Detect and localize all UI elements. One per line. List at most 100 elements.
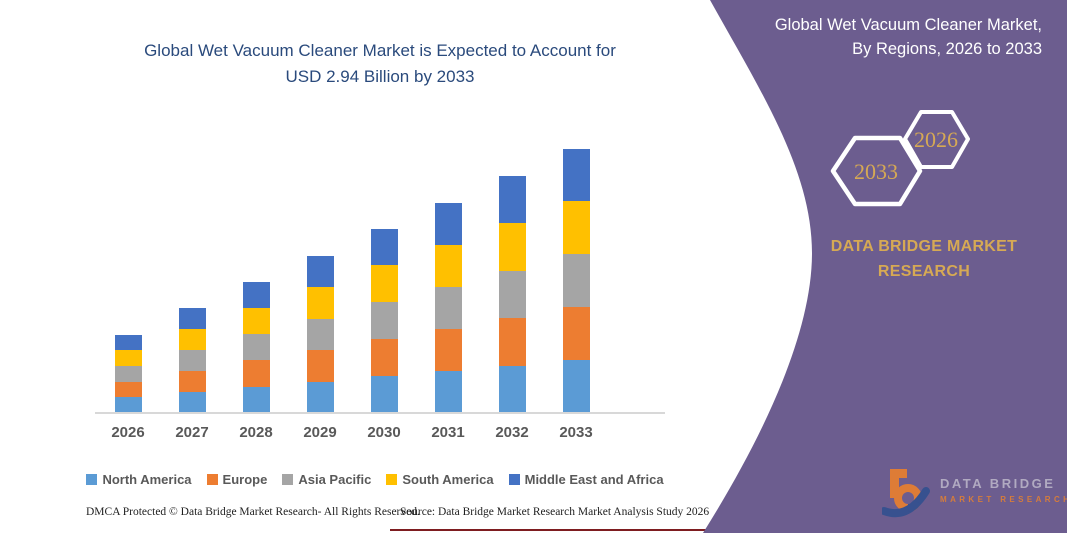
bar-segment	[562, 307, 590, 361]
bar-segment	[114, 397, 142, 413]
bar-segment	[498, 270, 526, 318]
legend-swatch-icon	[508, 474, 520, 485]
footer-divider-line	[390, 529, 707, 531]
stacked-bar-2032	[498, 175, 526, 413]
bar-segment	[370, 302, 398, 340]
legend-label: North America	[102, 472, 192, 487]
hexagon-2033	[830, 135, 923, 207]
legend-item: Asia Pacific	[282, 472, 371, 487]
bar-segment	[306, 350, 334, 382]
x-axis-label-2032: 2032	[495, 424, 529, 441]
legend-item: Middle East and Africa	[508, 472, 664, 487]
bar-segment	[370, 339, 398, 377]
year-hexagons: 2033 2026	[830, 110, 970, 207]
bar-segment	[242, 360, 270, 387]
dbmr-logo-text: DATA BRIDGE MARKET RESEARCH	[940, 476, 1067, 504]
source-note: Source: Data Bridge Market Research Mark…	[400, 506, 710, 518]
bar-segment	[562, 360, 590, 413]
bar-segment	[370, 376, 398, 413]
x-axis-label-2028: 2028	[239, 424, 273, 441]
stacked-bar-2031	[434, 202, 462, 413]
bar-segment	[114, 350, 142, 366]
x-axis-line	[95, 412, 665, 414]
bar-segment	[434, 244, 462, 287]
panel-title-line2: By Regions, 2026 to 2033	[852, 40, 1042, 58]
bar-segment	[498, 365, 526, 413]
x-axis-label-2033: 2033	[559, 424, 593, 441]
hexagon-2033-label: 2033	[854, 159, 898, 184]
dmca-notice: DMCA Protected © Data Bridge Market Rese…	[86, 506, 420, 518]
bar-segment	[114, 334, 142, 351]
bar-segment	[498, 223, 526, 271]
x-axis-label-2031: 2031	[431, 424, 465, 441]
legend-swatch-icon	[86, 474, 98, 485]
bar-segment	[178, 349, 206, 371]
bar-segment	[242, 281, 270, 308]
stacked-bar-2033	[562, 148, 590, 413]
stacked-bar-2027	[178, 307, 206, 413]
chart-legend: North America Europe Asia Pacific South Ame…	[80, 472, 670, 487]
bar-slot-2029	[288, 255, 352, 413]
bar-segment	[434, 328, 462, 371]
legend-swatch-icon	[282, 474, 294, 485]
hexagon-2026-label: 2026	[914, 127, 958, 152]
bar-slot-2032	[480, 175, 544, 413]
bar-slot-2026	[96, 334, 160, 413]
stacked-bar-plot	[96, 0, 608, 413]
dbmr-logo-icon	[882, 469, 930, 518]
bar-slot-2028	[224, 281, 288, 413]
bar-slot-2027	[160, 307, 224, 413]
bar-segment	[178, 328, 206, 350]
bar-slot-2030	[352, 228, 416, 413]
logo-secondary-text: MARKET RESEARCH	[940, 495, 1067, 504]
legend-item: North America	[86, 472, 192, 487]
bar-segment	[562, 254, 590, 308]
dbmr-logo: DATA BRIDGE MARKET RESEARCH	[882, 464, 1067, 522]
panel-title-line1: Global Wet Vacuum Cleaner Market,	[774, 16, 1042, 34]
legend-item: Europe	[206, 472, 268, 487]
bar-segment	[242, 307, 270, 335]
bar-segment	[242, 334, 270, 361]
bar-slot-2031	[416, 202, 480, 413]
bar-segment	[178, 391, 206, 413]
bar-segment	[306, 318, 334, 350]
bar-segment	[306, 381, 334, 413]
legend-label: Asia Pacific	[298, 472, 372, 487]
bar-segment	[242, 386, 270, 413]
bar-segment	[114, 365, 142, 382]
legend-label: South America	[402, 472, 494, 487]
legend-swatch-icon	[386, 474, 398, 485]
bar-segment	[114, 381, 142, 398]
stacked-bar-2029	[306, 255, 334, 413]
legend-item: South America	[386, 472, 494, 487]
bar-slot-2033	[544, 148, 608, 413]
stacked-bar-2030	[370, 228, 398, 413]
bar-segment	[498, 175, 526, 223]
x-axis-label-2030: 2030	[367, 424, 401, 441]
x-axis-label-2029: 2029	[303, 424, 337, 441]
legend-swatch-icon	[206, 474, 218, 485]
bar-segment	[562, 148, 590, 202]
hexagon-2026	[903, 110, 970, 169]
bar-segment	[178, 307, 206, 329]
stacked-bar-2028	[242, 281, 270, 413]
bar-segment	[434, 286, 462, 329]
logo-primary-text: DATA BRIDGE	[940, 476, 1056, 491]
panel-title: Global Wet Vacuum Cleaner Market, By Reg…	[712, 13, 1042, 61]
x-axis-labels: 2026 2027 2028 2029 2030 2031 2032 2033	[96, 424, 608, 441]
brand-wordmark: DATA BRIDGE MARKET RESEARCH	[830, 238, 1018, 280]
bar-segment	[306, 255, 334, 287]
bar-segment	[562, 201, 590, 255]
bar-segment	[306, 287, 334, 319]
stacked-bar-2026	[114, 334, 142, 413]
bar-segment	[370, 228, 398, 266]
x-axis-label-2026: 2026	[111, 424, 145, 441]
bar-segment	[178, 370, 206, 392]
legend-label: Europe	[222, 472, 268, 487]
bar-segment	[498, 318, 526, 366]
bar-segment	[370, 265, 398, 303]
bar-segment	[434, 202, 462, 245]
bar-segment	[434, 370, 462, 413]
chart-title: Global Wet Vacuum Cleaner Market is Expe…	[144, 41, 616, 86]
